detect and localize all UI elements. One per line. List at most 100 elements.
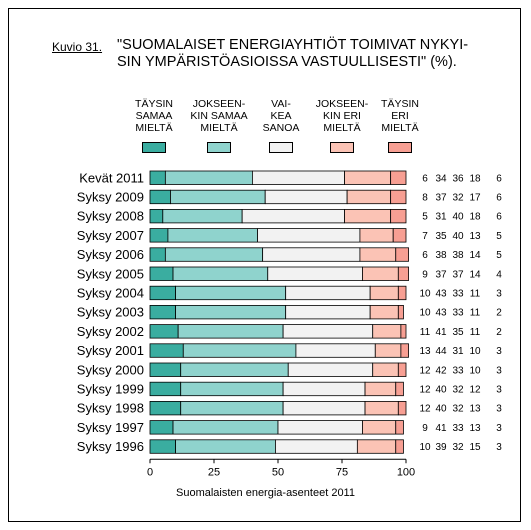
value-label: 13 — [419, 346, 431, 357]
bar-segment — [149, 362, 182, 377]
bar-segment — [164, 247, 264, 262]
bar-segment — [175, 439, 276, 454]
bar-segment — [175, 285, 287, 301]
value-label: 3 — [496, 423, 502, 434]
value-label: 36 — [452, 173, 464, 184]
value-label: 11 — [470, 308, 481, 319]
bar-segment — [164, 170, 253, 185]
bar-segment — [356, 439, 397, 454]
x-tick-label: 100 — [397, 466, 415, 478]
bar-segment — [397, 362, 407, 377]
bar-segment — [359, 228, 394, 243]
value-label: 10 — [469, 365, 481, 376]
value-label: 43 — [435, 308, 447, 319]
value-label: 41 — [435, 327, 447, 338]
bar-segment — [149, 400, 182, 416]
value-label: 3 — [496, 404, 502, 415]
bar-segment — [364, 400, 399, 416]
legend-label-line: SANOA — [262, 122, 300, 134]
bar-segment — [149, 324, 179, 339]
bar-segment — [264, 189, 348, 205]
value-label: 12 — [469, 384, 481, 395]
value-label: 5 — [422, 212, 428, 223]
value-label: 12 — [419, 384, 431, 395]
figure-frame — [8, 8, 521, 522]
bar-segment — [397, 266, 409, 281]
category-label: Kevät 2011 — [79, 170, 144, 185]
value-label: 10 — [419, 442, 431, 453]
value-label: 38 — [435, 250, 447, 261]
value-label: 15 — [469, 442, 481, 453]
value-label: 32 — [452, 384, 464, 395]
bar-segment — [180, 362, 289, 377]
legend-label-line: KIN SAMAA — [190, 110, 248, 122]
value-label: 40 — [435, 384, 447, 395]
value-label: 12 — [419, 365, 431, 376]
value-label: 11 — [470, 288, 481, 299]
bar-segment — [149, 189, 171, 205]
bar-segment — [372, 324, 402, 339]
bar-segment — [392, 228, 407, 243]
bar-segment — [400, 324, 407, 339]
category-label: Syksy 1997 — [77, 420, 144, 435]
value-label: 31 — [435, 212, 447, 223]
value-label: 18 — [469, 173, 481, 184]
figure-title-line-1: "SUOMALAISET ENERGIAYHTIÖT TOIMIVAT NYKY… — [117, 37, 469, 53]
bar-segment — [149, 247, 166, 262]
value-label: 32 — [452, 192, 464, 203]
bar-segment — [149, 266, 174, 281]
category-label: Syksy 1996 — [77, 439, 144, 454]
value-label: 42 — [435, 365, 447, 376]
bar-segment — [149, 343, 184, 358]
value-label: 3 — [496, 288, 502, 299]
bar-segment — [267, 266, 363, 281]
value-label: 35 — [435, 231, 447, 242]
bar-segment — [395, 439, 404, 454]
bar-segment — [362, 420, 397, 435]
value-label: 9 — [422, 269, 428, 280]
value-label: 6 — [496, 192, 502, 203]
figure-label: Kuvio 31. — [52, 40, 103, 54]
category-label: Syksy 2006 — [77, 247, 144, 262]
x-tick-label: 0 — [147, 466, 153, 478]
category-label: Syksy 2007 — [77, 228, 144, 243]
bar-segment — [282, 400, 366, 416]
bar-segment — [374, 343, 402, 358]
value-label: 3 — [496, 442, 502, 453]
value-label: 2 — [496, 327, 502, 338]
category-label: Syksy 2004 — [77, 285, 144, 300]
bar-segment — [175, 304, 287, 320]
legend-swatch — [388, 142, 412, 153]
value-label: 8 — [422, 192, 428, 203]
legend-label-line: TÄYSIN — [135, 98, 173, 110]
bar-segment — [359, 247, 397, 262]
bar-segment — [149, 285, 177, 301]
value-label: 32 — [452, 404, 464, 415]
value-label: 9 — [422, 423, 428, 434]
legend-swatch — [142, 142, 166, 153]
category-label: Syksy 2000 — [77, 362, 144, 377]
bar-segment — [149, 170, 166, 185]
bar-segment — [344, 170, 392, 185]
bar-segment — [344, 208, 392, 224]
legend-label: TÄYSIN SAMAA MIELTÄ — [119, 98, 189, 134]
value-label: 32 — [452, 442, 464, 453]
bar-segment — [180, 381, 284, 397]
value-label: 37 — [435, 192, 447, 203]
value-label: 33 — [452, 365, 464, 376]
value-label: 35 — [452, 327, 464, 338]
legend-label-line: JOKSEEN- — [315, 98, 369, 110]
category-label: Syksy 2008 — [77, 209, 144, 224]
value-label: 31 — [452, 346, 464, 357]
value-label: 34 — [435, 173, 447, 184]
value-label: 5 — [496, 250, 502, 261]
bar-segment — [149, 439, 177, 454]
bar-segment — [149, 381, 182, 397]
bar-segment — [372, 362, 399, 377]
value-label: 39 — [435, 442, 447, 453]
value-label: 11 — [470, 327, 481, 338]
value-label: 18 — [469, 212, 481, 223]
legend-label-line: MIELTÄ — [200, 122, 238, 134]
bar-segment — [149, 304, 177, 320]
legend-label: JOKSEEN- KIN ERI MIELTÄ — [307, 98, 377, 134]
